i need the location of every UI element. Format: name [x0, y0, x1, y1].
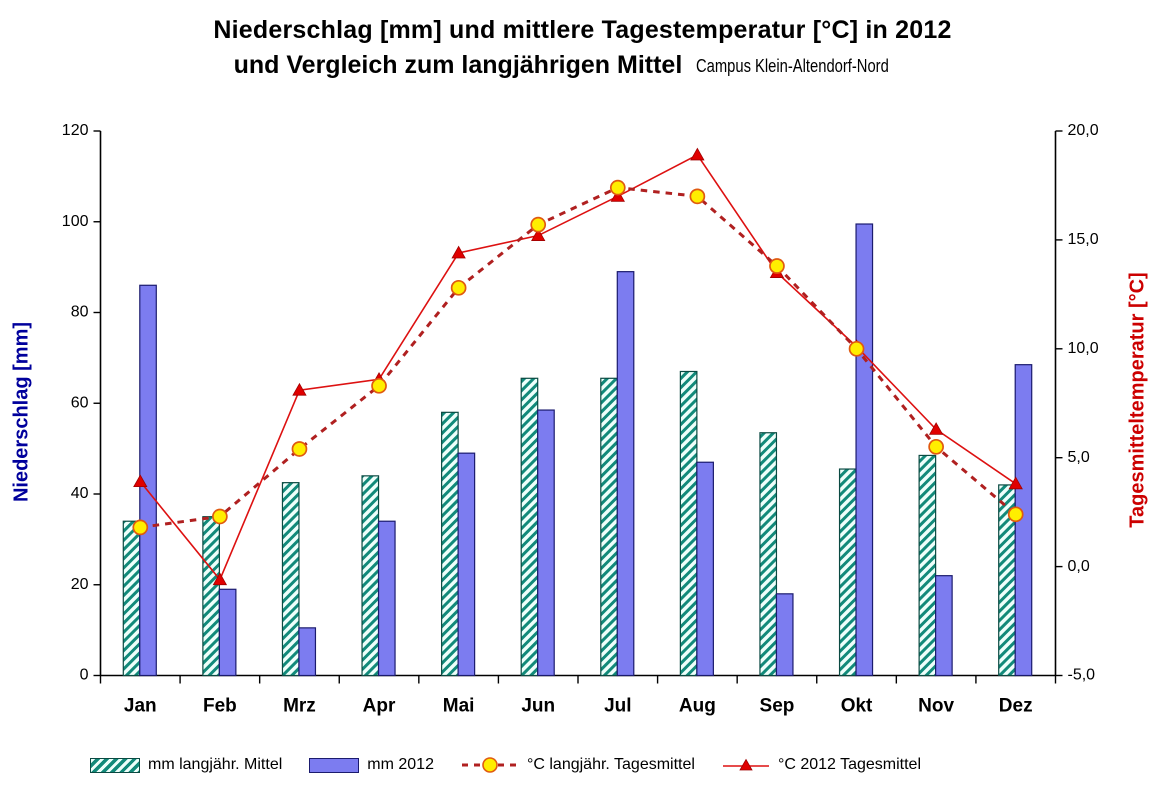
month-label-mrz: Mrz: [283, 696, 316, 717]
bar-mm-longterm-mai: [441, 411, 459, 677]
legend-swatch-solid-line-triangle-marker: [722, 758, 769, 771]
marker-circle-temp-longterm-mrz: [291, 441, 308, 457]
marker-triangle-temp-2012-feb: [212, 572, 228, 586]
marker-circle-temp-longterm-nov: [928, 438, 944, 455]
marker-triangle-temp-2012-nov: [928, 422, 944, 435]
bar-mm-longterm-okt: [838, 468, 857, 677]
month-label-sep: Sep: [760, 696, 795, 717]
bar-mm-2012-jun: [537, 409, 555, 677]
bar-mm-2012-jul: [616, 271, 635, 677]
marker-circle-temp-longterm-sep: [769, 258, 785, 274]
left-axis-tick-label: 20: [71, 576, 89, 593]
chart-subtitle: Campus Klein-Altendorf-Nord: [696, 56, 890, 76]
left-axis-tick-label: 40: [71, 485, 89, 502]
marker-circle-temp-longterm-dez: [1007, 506, 1024, 523]
legend-swatch-hatched-bar: [90, 757, 140, 773]
bar-mm-longterm-mrz: [281, 482, 300, 677]
legend-label-temp-2012: °C 2012 Tagesmittel: [777, 756, 922, 773]
right-axis-tick-label: 15,0: [1068, 231, 1099, 248]
legend-item-mm-2012: mm 2012: [309, 756, 434, 774]
bar-mm-longterm-aug: [679, 370, 698, 677]
line-temp-longterm: [140, 186, 1017, 529]
marker-triangle-temp-2012-jun: [531, 228, 546, 241]
legend-item-mm-longterm: mm langjähr. Mittel: [90, 756, 282, 774]
marker-triangle-temp-2012-jul: [610, 189, 625, 202]
bar-mm-2012-mrz: [298, 627, 317, 677]
line-temp-2012: [139, 153, 1017, 582]
left-axis-tick-label: 120: [62, 122, 89, 139]
chart-title-line2-text: und Vergleich zum langjährigen Mittel: [233, 51, 683, 79]
legend-swatch-dashed-line-circle-marker: [461, 757, 518, 773]
legend: mm langjähr. Mittel mm 2012 °C langjähr.…: [90, 756, 921, 774]
bar-mm-2012-sep: [775, 593, 794, 677]
legend-label-temp-longterm: °C langjähr. Tagesmittel: [526, 756, 695, 773]
bar-mm-longterm-sep: [759, 432, 778, 677]
legend-item-temp-2012: °C 2012 Tagesmittel: [722, 756, 921, 774]
bar-mm-longterm-feb: [202, 516, 220, 677]
bar-mm-longterm-nov: [918, 454, 937, 677]
right-axis-tick-label: -5,0: [1068, 667, 1096, 684]
bar-mm-2012-nov: [935, 575, 953, 677]
right-axis-tick-label: 5,0: [1068, 449, 1090, 466]
bar-mm-2012-aug: [696, 461, 714, 677]
legend-label-mm-longterm: mm langjähr. Mittel: [148, 756, 283, 773]
left-axis-tick-label: 100: [62, 213, 89, 230]
chart-title-line2: und Vergleich zum langjährigen Mittel Cam…: [0, 51, 1165, 80]
bar-mm-2012-okt: [855, 223, 874, 677]
legend-swatch-blue-bar: [309, 757, 360, 773]
right-axis-tick-label: 0,0: [1068, 558, 1090, 575]
month-label-jan: Jan: [124, 696, 157, 717]
chart-title-line1: Niederschlag [mm] und mittlere Tagestemp…: [213, 16, 952, 44]
month-label-jul: Jul: [604, 696, 631, 717]
bar-mm-longterm-jul: [600, 377, 618, 677]
month-label-apr: Apr: [363, 696, 396, 717]
right-axis-tick-label: 20,0: [1068, 122, 1099, 139]
marker-triangle-temp-2012-dez: [1008, 476, 1023, 490]
month-label-nov: Nov: [918, 696, 954, 717]
left-axis-tick-label: 60: [71, 394, 89, 411]
month-label-okt: Okt: [841, 696, 873, 717]
marker-triangle-temp-2012-jan: [133, 474, 148, 488]
legend-item-temp-longterm: °C langjähr. Tagesmittel: [461, 756, 695, 774]
bar-mm-2012-mai: [457, 452, 476, 677]
left-axis-tick-label: 80: [71, 304, 89, 321]
marker-circle-temp-longterm-jun: [530, 216, 547, 233]
bar-mm-2012-apr: [377, 520, 396, 677]
bar-mm-2012-feb: [218, 588, 237, 677]
month-label-aug: Aug: [679, 696, 716, 717]
marker-circle-temp-longterm-apr: [371, 377, 387, 394]
month-label-feb: Feb: [203, 696, 237, 717]
marker-triangle-temp-2012-mrz: [292, 382, 307, 396]
bar-mm-longterm-apr: [361, 475, 380, 677]
chart-title-block: Niederschlag [mm] und mittlere Tagestemp…: [0, 16, 1165, 80]
marker-triangle-temp-2012-mai: [451, 245, 466, 259]
marker-circle-temp-longterm-okt: [848, 340, 865, 357]
month-label-jun: Jun: [521, 696, 555, 717]
marker-circle-temp-longterm-feb: [212, 508, 228, 525]
marker-circle-temp-longterm-aug: [689, 188, 706, 205]
month-label-mai: Mai: [443, 696, 475, 717]
right-axis-tick-label: 10,0: [1068, 340, 1099, 357]
marker-circle-temp-longterm-jan: [132, 519, 149, 536]
left-axis-tick-label: 0: [80, 667, 89, 684]
marker-triangle-temp-2012-aug: [690, 147, 705, 161]
marker-circle-temp-longterm-jul: [609, 179, 626, 196]
month-label-dez: Dez: [999, 696, 1033, 717]
bar-mm-longterm-jun: [520, 377, 539, 677]
bar-mm-longterm-jan: [122, 520, 141, 677]
marker-circle-temp-longterm-mai: [450, 279, 467, 296]
legend-label-mm-2012: mm 2012: [367, 756, 434, 773]
